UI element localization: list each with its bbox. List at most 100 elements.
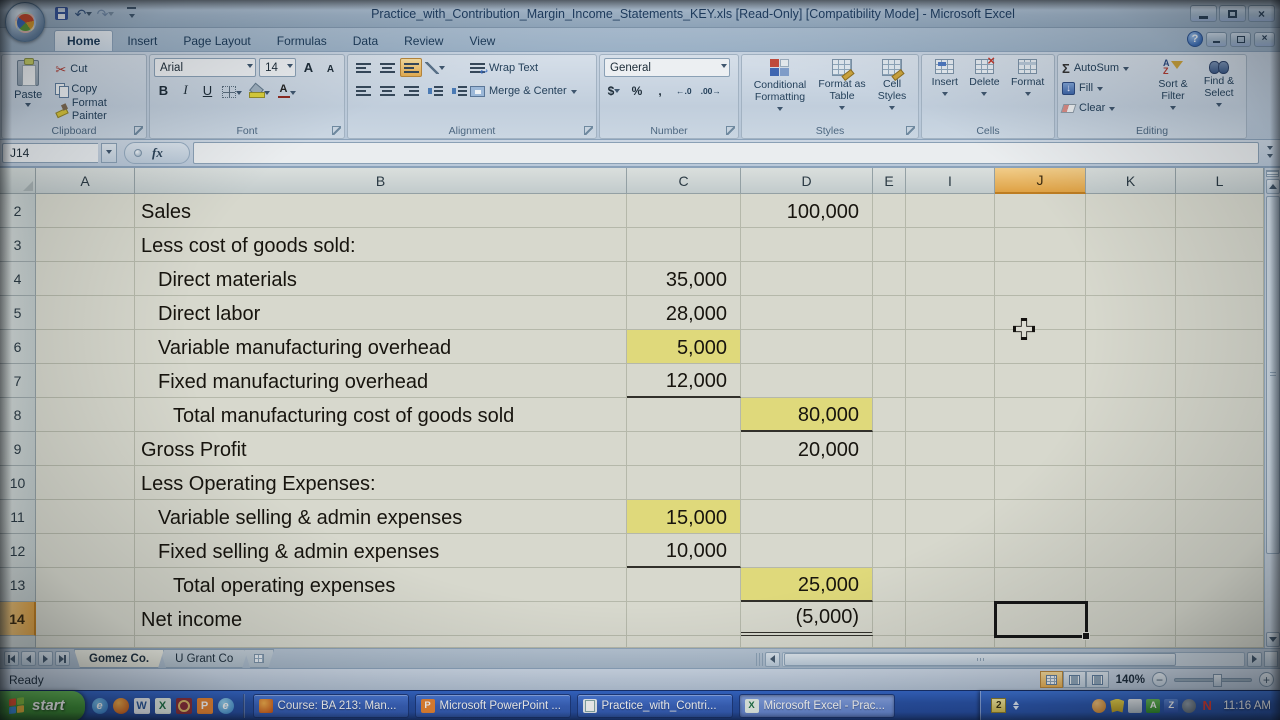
sheet-tab-u-grant-co[interactable]: U Grant Co	[160, 649, 248, 668]
cell[interactable]	[1086, 262, 1176, 296]
cell[interactable]	[906, 296, 995, 330]
cell[interactable]	[906, 364, 995, 398]
column-header-j-selected[interactable]: J	[995, 168, 1086, 194]
cell[interactable]	[1086, 364, 1176, 398]
cell[interactable]	[36, 602, 135, 636]
align-left-button[interactable]	[352, 81, 374, 100]
row-header-8[interactable]: 8	[0, 398, 36, 432]
merge-center-button[interactable]: Merge & Center	[470, 83, 592, 100]
cell[interactable]	[873, 262, 906, 296]
tab-formulas[interactable]: Formulas	[276, 34, 327, 48]
insert-worksheet-tab[interactable]	[244, 649, 274, 668]
cell-b10[interactable]: Less Operating Expenses:	[135, 466, 627, 500]
row-header-12[interactable]: 12	[0, 534, 36, 568]
bottom-align-button[interactable]	[400, 58, 422, 77]
cell[interactable]	[995, 194, 1086, 228]
cell[interactable]	[1086, 228, 1176, 262]
cell-d14[interactable]: (5,000)	[741, 602, 873, 636]
scroll-left-button[interactable]	[765, 651, 780, 667]
column-header-b[interactable]: B	[135, 168, 627, 194]
cell[interactable]	[36, 194, 135, 228]
tray-shield-icon[interactable]	[1110, 698, 1125, 713]
cell[interactable]	[906, 534, 995, 568]
next-sheet-button[interactable]	[38, 651, 53, 666]
cell[interactable]	[741, 636, 873, 648]
cell-c7[interactable]: 12,000	[627, 364, 741, 398]
cell[interactable]	[906, 262, 995, 296]
cell[interactable]	[906, 636, 995, 648]
taskbar-button-practice-doc[interactable]: Practice_with_Contri...	[576, 693, 733, 718]
minimize-button[interactable]	[1190, 5, 1217, 22]
tab-view[interactable]: View	[469, 34, 496, 48]
firefox-icon[interactable]	[112, 697, 129, 714]
borders-button[interactable]	[220, 81, 244, 100]
cell[interactable]	[906, 330, 995, 364]
tray-app-icon[interactable]	[1182, 698, 1197, 713]
row-header-10[interactable]: 10	[0, 466, 36, 500]
cell[interactable]	[1086, 466, 1176, 500]
cell-b5[interactable]: Direct labor	[135, 296, 627, 330]
format-painter-button[interactable]: Format Painter	[55, 97, 142, 122]
vertical-split-handle[interactable]	[1266, 170, 1279, 177]
horizontal-scroll-thumb[interactable]	[784, 652, 1176, 666]
cell-b6[interactable]: Variable manufacturing overhead	[135, 330, 627, 364]
cell[interactable]	[1086, 330, 1176, 364]
format-as-table-button[interactable]: Format as Table	[814, 58, 870, 123]
scroll-down-button[interactable]	[1265, 632, 1280, 647]
active-cell-selection-border[interactable]	[994, 601, 1090, 640]
column-header-l[interactable]: L	[1176, 168, 1264, 194]
cell[interactable]	[873, 228, 906, 262]
cell-d3[interactable]	[741, 228, 873, 262]
cell[interactable]	[873, 534, 906, 568]
taskbar-button-powerpoint[interactable]: P Microsoft PowerPoint ...	[414, 693, 571, 718]
cell[interactable]	[1086, 602, 1176, 636]
key-utility-icon[interactable]	[175, 697, 192, 714]
cell[interactable]	[906, 432, 995, 466]
workbook-restore-button[interactable]	[1230, 31, 1251, 47]
tab-splitter-handle[interactable]	[756, 652, 763, 666]
cell[interactable]	[1086, 296, 1176, 330]
cell[interactable]	[1086, 568, 1176, 602]
cell[interactable]	[1086, 636, 1176, 648]
cell[interactable]	[873, 432, 906, 466]
tray-app-icon[interactable]	[1092, 698, 1107, 713]
cell[interactable]	[873, 330, 906, 364]
normal-view-button[interactable]	[1039, 671, 1063, 688]
tray-badge[interactable]: 2	[991, 698, 1007, 713]
cell[interactable]	[995, 568, 1086, 602]
insert-cells-button[interactable]: Insert	[930, 58, 960, 123]
zoom-slider[interactable]	[1174, 673, 1252, 687]
cell-d9[interactable]: 20,000	[741, 432, 873, 466]
cell[interactable]	[1086, 500, 1176, 534]
select-all-corner[interactable]	[0, 168, 36, 194]
cell-b7[interactable]: Fixed manufacturing overhead	[135, 364, 627, 398]
previous-sheet-button[interactable]	[21, 651, 36, 666]
sheet-tab-gomez-co[interactable]: Gomez Co.	[74, 649, 164, 668]
cell-d6[interactable]	[741, 330, 873, 364]
cell[interactable]	[995, 466, 1086, 500]
row-header-6[interactable]: 6	[0, 330, 36, 364]
column-header-i[interactable]: I	[906, 168, 995, 194]
cell[interactable]	[36, 330, 135, 364]
cell-d13-highlighted[interactable]: 25,000	[741, 568, 873, 602]
cell[interactable]	[36, 228, 135, 262]
orientation-button[interactable]	[424, 58, 446, 77]
cell[interactable]	[1086, 194, 1176, 228]
excel-icon[interactable]: X	[154, 697, 171, 714]
cell[interactable]	[906, 568, 995, 602]
taskbar-button-excel-active[interactable]: X Microsoft Excel - Prac...	[738, 693, 895, 718]
copy-button[interactable]: Copy	[55, 81, 142, 98]
cell[interactable]	[1176, 602, 1264, 636]
cell[interactable]	[906, 602, 995, 636]
taskbar-button-course[interactable]: Course: BA 213: Man...	[252, 693, 409, 718]
cell-d8-highlighted[interactable]: 80,000	[741, 398, 873, 432]
increase-decimal-button[interactable]: ←.0	[673, 81, 695, 100]
row-header-3[interactable]: 3	[0, 228, 36, 262]
cell[interactable]	[995, 500, 1086, 534]
cell-b14[interactable]: Net income	[135, 602, 627, 636]
save-button[interactable]	[52, 4, 71, 23]
word-icon[interactable]: W	[133, 697, 150, 714]
insert-function-button[interactable]: fx	[152, 145, 163, 160]
cell[interactable]	[995, 364, 1086, 398]
name-box[interactable]: J14	[2, 143, 98, 163]
